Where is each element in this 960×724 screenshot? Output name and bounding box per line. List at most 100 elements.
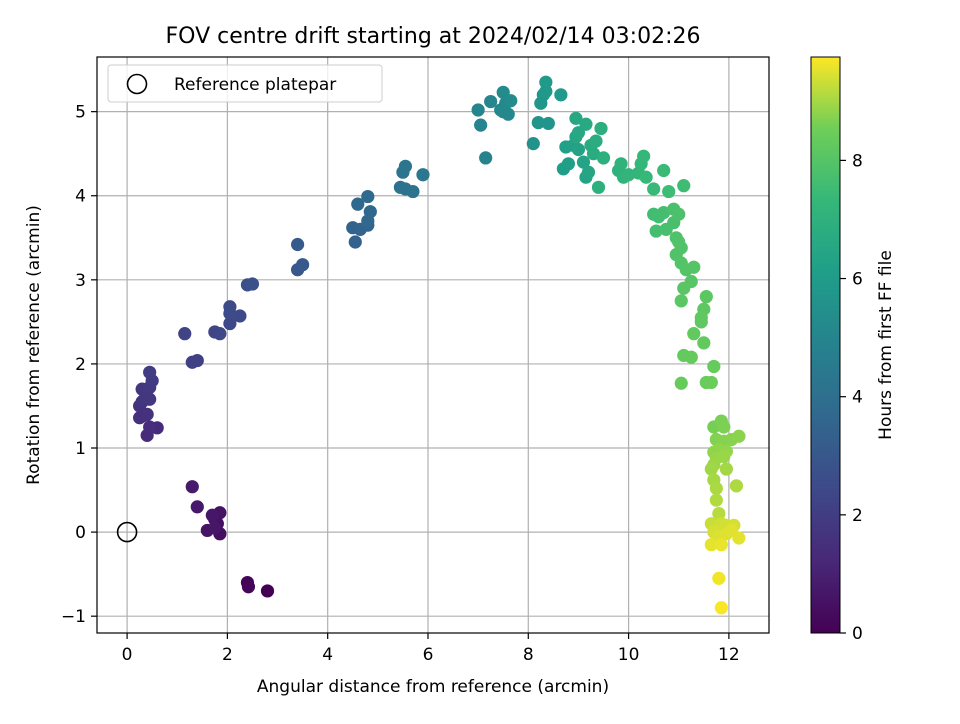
data-point [471, 103, 485, 117]
data-point [398, 159, 413, 173]
data-point [657, 163, 671, 178]
data-point [205, 508, 219, 522]
data-point [687, 327, 701, 341]
data-point [594, 121, 608, 136]
data-point [474, 118, 488, 132]
data-point [190, 500, 204, 514]
data-point [223, 300, 237, 314]
data-point [541, 116, 555, 131]
data-point [140, 407, 154, 421]
data-point [213, 327, 227, 341]
data-point [348, 235, 362, 249]
data-point [662, 184, 676, 199]
legend: Reference platepar [107, 64, 383, 103]
colorbar-gradient [810, 56, 841, 634]
data-point [539, 75, 553, 89]
x-tick-label: 10 [618, 645, 640, 665]
colorbar-tick-label: 2 [852, 506, 863, 526]
y-tick-label: 2 [75, 355, 86, 375]
colorbar: 0 2 4 6 8 Hours from first FF file [810, 56, 896, 644]
data-point [719, 462, 733, 476]
data-point [526, 137, 540, 151]
data-point [704, 375, 718, 390]
data-point [479, 151, 493, 165]
data-point [208, 521, 222, 535]
data-point [290, 237, 305, 252]
grid-lines [97, 57, 769, 633]
y-tick-label: 3 [75, 271, 86, 291]
data-point [416, 168, 430, 182]
data-point [569, 111, 583, 125]
data-point [732, 429, 746, 443]
plot-frame [96, 56, 770, 634]
y-tick-label: 1 [75, 439, 86, 459]
data-point [709, 481, 723, 495]
colorbar-tick-label: 8 [852, 151, 863, 171]
x-tick-label: 0 [122, 645, 133, 665]
legend-label: Reference platepar [174, 75, 336, 95]
data-point [241, 580, 256, 594]
data-point [363, 205, 377, 219]
y-tick-label: −1 [61, 607, 86, 627]
data-point [406, 184, 420, 199]
data-point [561, 157, 576, 171]
data-point [647, 182, 661, 196]
data-point [554, 88, 568, 102]
data-point [717, 420, 731, 434]
data-point [704, 462, 718, 476]
y-axis-label: Rotation from reference (arcmin) [24, 205, 44, 485]
data-point [697, 336, 711, 350]
data-point [614, 157, 628, 171]
x-tick-label: 12 [718, 645, 740, 665]
data-point [639, 170, 653, 184]
data-point [185, 480, 199, 494]
x-tick-label: 6 [423, 645, 434, 665]
data-point [571, 142, 586, 157]
data-point [178, 327, 192, 341]
data-point [586, 147, 601, 161]
colorbar-tick-label: 6 [852, 270, 863, 290]
y-tick-label: 0 [75, 523, 86, 543]
data-point [361, 189, 375, 204]
x-axis-label: Angular distance from reference (arcmin) [257, 677, 609, 697]
data-point [531, 115, 545, 130]
data-point [707, 359, 721, 374]
data-point [672, 207, 686, 221]
colorbar-tick-label: 4 [852, 388, 863, 408]
reference-platepar-marker [116, 521, 138, 543]
data-point [143, 392, 157, 406]
data-point [709, 493, 723, 507]
y-tick-label: 5 [75, 103, 86, 123]
data-point [649, 224, 663, 238]
data-point [143, 365, 157, 379]
colorbar-tick-label: 0 [852, 624, 863, 644]
data-point [729, 479, 744, 493]
data-point [296, 258, 310, 272]
data-point [591, 180, 606, 194]
data-point [684, 350, 698, 364]
legend-box [107, 64, 383, 103]
x-tick-label: 4 [322, 645, 333, 665]
data-point [687, 260, 701, 274]
data-point [260, 584, 275, 598]
data-point [699, 290, 713, 304]
data-point [677, 281, 691, 295]
data-point [496, 85, 510, 99]
data-point [504, 94, 518, 108]
chart-title: FOV centre drift starting at 2024/02/14 … [166, 24, 701, 49]
data-point [694, 315, 708, 329]
data-point [732, 531, 746, 545]
data-points [133, 75, 746, 615]
data-point [712, 571, 726, 585]
data-point [657, 205, 671, 220]
data-point [712, 506, 726, 521]
data-point [143, 420, 157, 434]
x-tick-label: 8 [523, 645, 534, 665]
y-axis-ticks: −1 0 1 2 3 4 5 [61, 103, 97, 627]
data-point [714, 601, 728, 615]
data-point [581, 165, 596, 179]
data-point [677, 179, 691, 193]
x-axis-ticks: 0 2 4 6 8 10 12 [122, 633, 740, 665]
data-point [621, 168, 636, 182]
